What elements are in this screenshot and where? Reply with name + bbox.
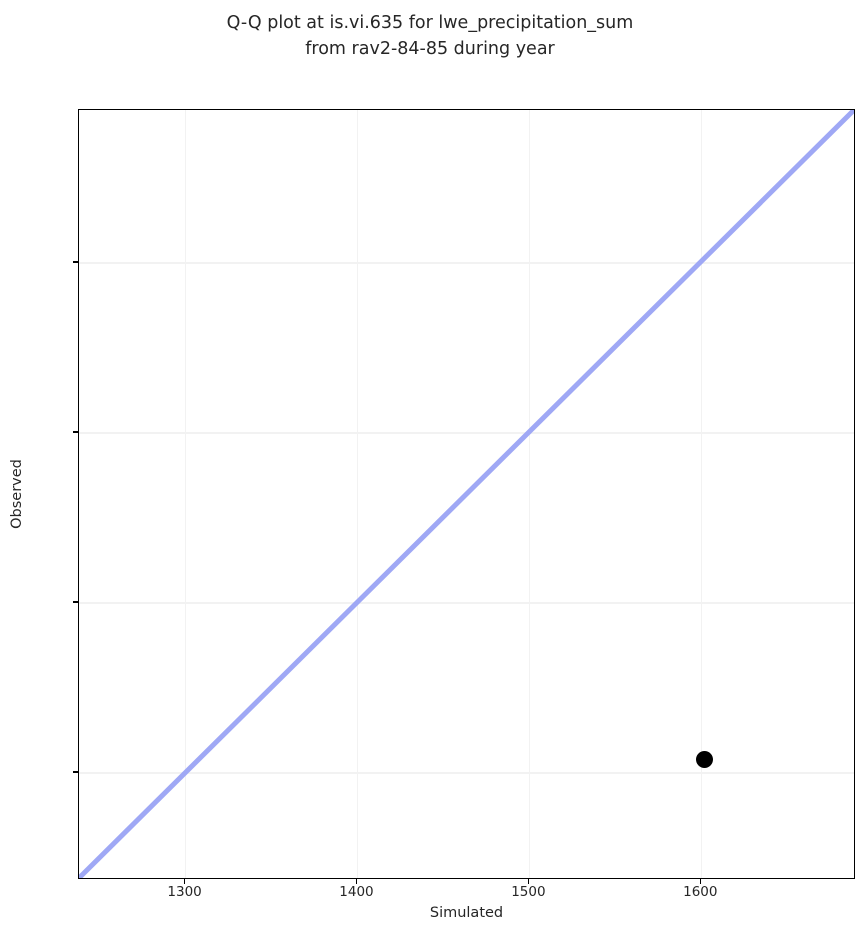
y-axis-label: Observed (6, 109, 28, 879)
x-axis-tick (527, 879, 530, 884)
gridline-vertical (700, 110, 702, 878)
gridline-horizontal (79, 432, 854, 434)
y-axis-label-text: Observed (9, 459, 26, 529)
x-axis-label: Simulated (429, 905, 504, 921)
one-to-one-reference-line (79, 110, 854, 878)
y-axis-tick (73, 601, 78, 603)
x-axis-tick-label: 1400 (339, 884, 374, 900)
y-axis-tick (73, 771, 78, 773)
x-axis-tick-label: 1500 (511, 884, 546, 900)
gridline-vertical (356, 110, 359, 878)
plot-area[interactable] (78, 109, 855, 879)
gridline-vertical (528, 110, 531, 878)
data-point[interactable] (696, 750, 714, 768)
gridline-vertical (184, 110, 187, 878)
y-axis-tick (73, 431, 78, 433)
chart-title: Q-Q plot at is.vi.635 for lwe_precipitat… (226, 13, 634, 59)
x-axis-tick-label: 1600 (683, 884, 718, 900)
gridline-horizontal (79, 772, 854, 774)
x-axis-tick (699, 879, 701, 884)
x-axis-tick (183, 879, 186, 884)
y-axis-tick (73, 261, 78, 263)
gridline-horizontal (79, 602, 854, 604)
x-axis-tick (355, 879, 358, 884)
gridline-horizontal (79, 262, 854, 264)
x-axis-tick-label: 1300 (167, 884, 202, 900)
